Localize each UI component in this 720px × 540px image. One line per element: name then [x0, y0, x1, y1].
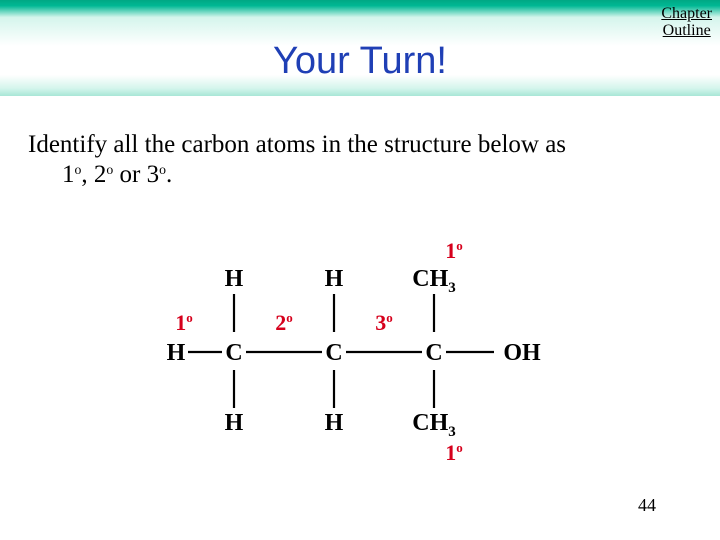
atom-ch3-top: CH3: [412, 266, 456, 296]
chapter-outline-link[interactable]: Chapter Outline: [661, 6, 712, 40]
chapter-link-line1: Chapter: [661, 5, 712, 22]
atom-oh: OH: [503, 340, 541, 366]
slide-title: Your Turn!: [0, 40, 720, 83]
atom-c-1: C: [225, 340, 242, 366]
atom-h-left: H: [167, 340, 186, 366]
atom-c-3: C: [425, 340, 442, 366]
atom-c-2: C: [325, 340, 342, 366]
atom-h-top-2: H: [325, 266, 344, 292]
label-2o: 2o: [275, 310, 293, 335]
label-3o: 3o: [375, 310, 393, 335]
page-number: 44: [638, 495, 656, 516]
prompt-text: Identify all the carbon atoms in the str…: [28, 130, 692, 190]
label-1o-bottom: 1o: [445, 440, 463, 465]
header-band: Chapter Outline Your Turn!: [0, 0, 720, 96]
chapter-link-line2: Outline: [663, 22, 711, 39]
atom-h-bot-2: H: [325, 410, 344, 436]
prompt-line2: 1o, 2o or 3o.: [28, 160, 692, 190]
label-1o-top: 1o: [445, 238, 463, 263]
label-1o-left: 1o: [175, 310, 193, 335]
atom-h-top-1: H: [225, 266, 244, 292]
atom-h-bot-1: H: [225, 410, 244, 436]
prompt-line1: Identify all the carbon atoms in the str…: [28, 131, 566, 158]
atom-ch3-bot: CH3: [412, 410, 456, 440]
molecule-diagram: 1o H H CH3 1o 2o 3o H C C C OH H H CH3 1…: [154, 230, 574, 482]
